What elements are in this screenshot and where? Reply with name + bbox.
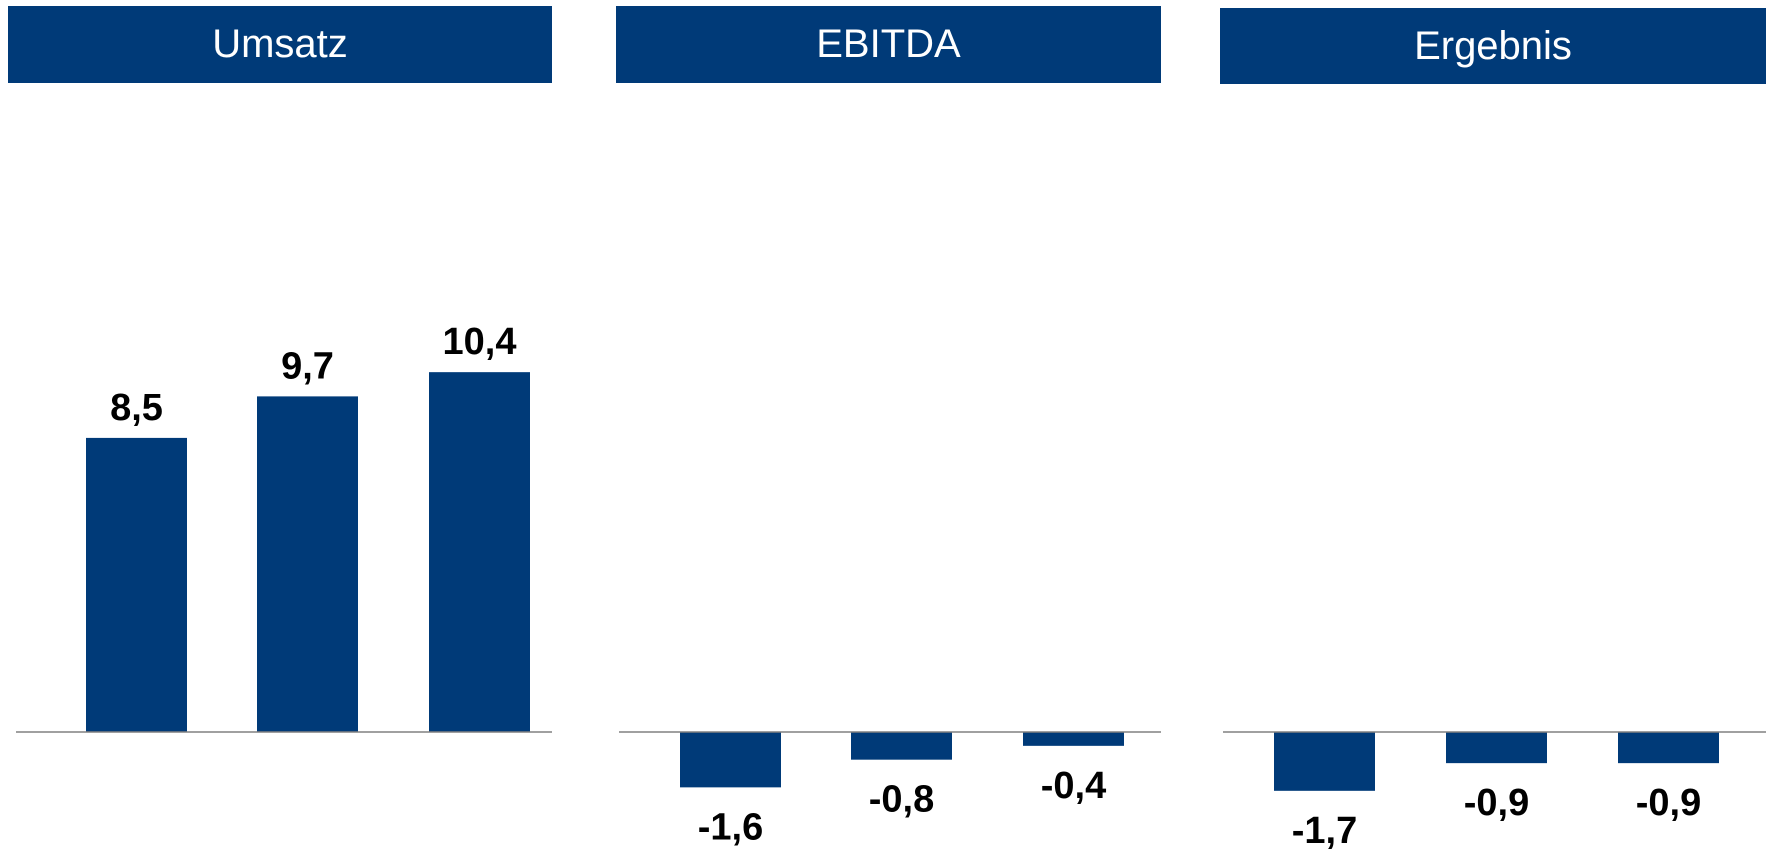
ergebnis-value-label: -0,9 [1636,782,1701,824]
ebitda-bar [1023,732,1124,746]
ebitda-value-label: -0,8 [869,779,934,821]
ergebnis-panel: -1,7 -0,9 -0,9 [1223,731,1766,852]
ergebnis-bar [1274,732,1375,791]
ebitda-bar [851,732,952,760]
ergebnis-value-label: -1,7 [1292,810,1357,852]
ergebnis-header: Ergebnis [1220,8,1766,84]
ebitda-value-label: -0,4 [1041,765,1106,807]
umsatz-bar [429,372,530,732]
ebitda-panel: -1,6 -0,8 -0,4 [619,731,1161,848]
ebitda-bar [680,732,781,788]
ergebnis-bar [1618,732,1719,764]
ergebnis-value-label: -0,9 [1464,782,1529,824]
umsatz-value-label: 9,7 [281,345,334,387]
ebitda-value-label: -1,6 [698,806,763,848]
umsatz-value-label: 8,5 [110,387,163,429]
umsatz-header: Umsatz [8,6,552,83]
umsatz-bar [86,437,187,732]
umsatz-bar [257,396,358,732]
ergebnis-bar [1446,732,1547,764]
umsatz-panel: 8,5 9,7 10,4 [16,321,552,733]
umsatz-value-label: 10,4 [443,321,517,363]
ebitda-header: EBITDA [616,6,1161,83]
